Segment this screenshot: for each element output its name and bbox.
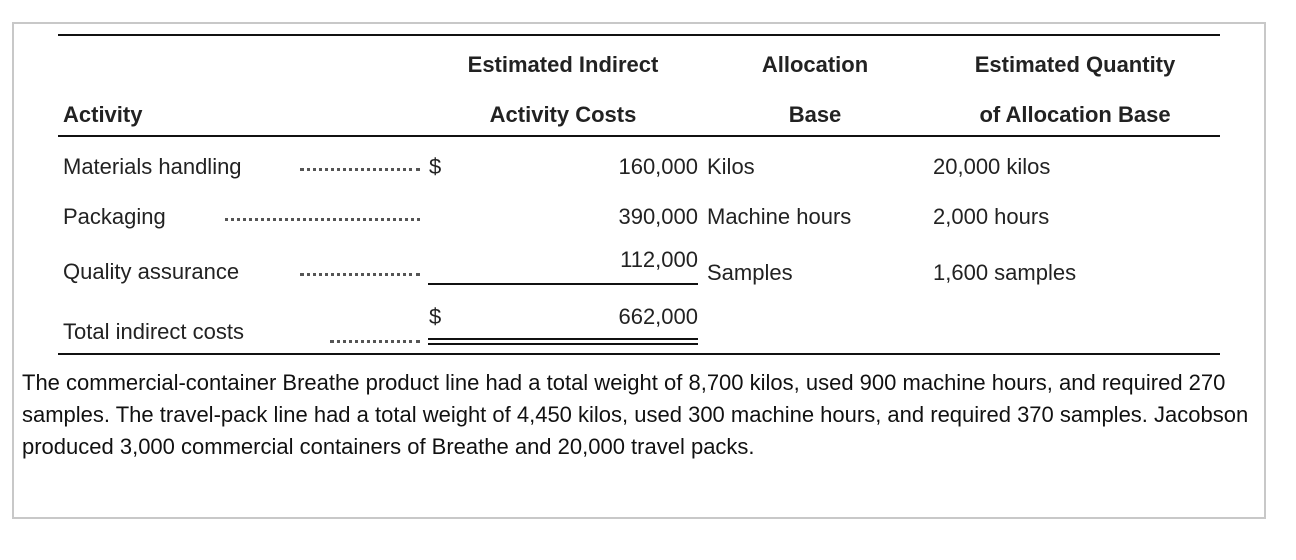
leader xyxy=(330,340,420,343)
header: Estimated Indirect xyxy=(467,52,659,77)
quantity: 20,000 kilos xyxy=(933,154,1051,179)
cost: 160,000 xyxy=(618,154,698,179)
header: Base xyxy=(788,102,842,127)
rule xyxy=(58,135,1220,137)
activity: Quality assurance xyxy=(63,259,240,284)
leader xyxy=(300,168,420,171)
rule xyxy=(428,283,698,285)
base: Machine hours xyxy=(707,204,852,229)
rule xyxy=(58,34,1220,36)
cost: 390,000 xyxy=(618,204,698,229)
header: of Allocation Base xyxy=(979,102,1171,127)
rule xyxy=(428,338,698,340)
frame xyxy=(12,22,1266,519)
leader xyxy=(300,273,420,276)
paragraph: The commercial-container Breathe product… xyxy=(22,370,1249,459)
activity: Packaging xyxy=(63,204,166,229)
rule xyxy=(428,343,698,345)
currency: $ xyxy=(429,154,442,179)
header: Activity xyxy=(63,102,143,127)
header: Estimated Quantity xyxy=(974,52,1176,77)
header: Allocation xyxy=(761,52,869,77)
cost: 112,000 xyxy=(620,247,698,272)
currency: $ xyxy=(429,304,442,329)
leader xyxy=(225,218,420,221)
quantity: 1,600 samples xyxy=(933,260,1077,285)
activity: Materials handling xyxy=(63,154,242,179)
rule xyxy=(58,353,1220,355)
base: Kilos xyxy=(707,154,755,179)
quantity: 2,000 hours xyxy=(933,204,1050,229)
cost: 662,000 xyxy=(618,304,698,329)
base: Samples xyxy=(707,260,793,285)
activity: Total indirect costs xyxy=(63,319,244,344)
header: Activity Costs xyxy=(489,102,637,127)
